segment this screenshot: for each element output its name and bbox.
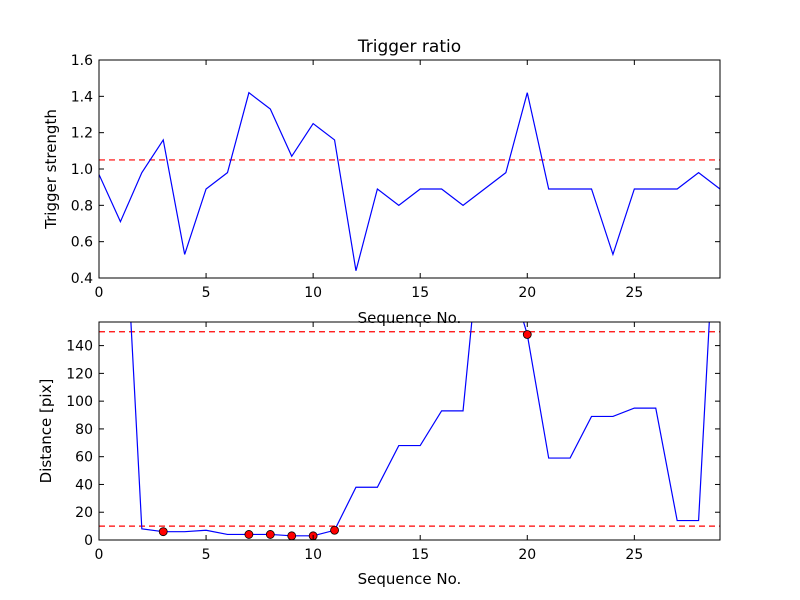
bottom-y-tick-label: 120 bbox=[66, 366, 93, 382]
top-y-tick-label: 1.2 bbox=[71, 126, 93, 142]
bottom-x-ticks: 0 5 10 15 20 25 bbox=[95, 322, 643, 563]
bottom-y-tick-label: 140 bbox=[66, 339, 93, 355]
bottom-marker-point bbox=[158, 527, 168, 537]
top-y-tick-label: 0.4 bbox=[71, 271, 93, 287]
bottom-marker-point bbox=[265, 530, 275, 539]
top-y-tick-label: 0.6 bbox=[71, 235, 93, 251]
bottom-marker-point bbox=[522, 330, 532, 339]
top-y-tick-label: 1.4 bbox=[71, 89, 93, 105]
bottom-marker-point bbox=[330, 525, 339, 535]
bottom-y-ticks: 0 20 40 60 80 100 120 140 bbox=[66, 339, 720, 549]
top-y-tick-label: 1.0 bbox=[71, 162, 93, 178]
top-x-axis-label: Sequence No. bbox=[358, 309, 462, 327]
bottom-y-tick-label: 40 bbox=[75, 477, 93, 493]
top-y-ticks: 0.4 0.6 0.8 1.0 1.2 1.4 1.6 bbox=[71, 53, 720, 287]
bottom-markers bbox=[158, 330, 532, 540]
top-x-tick-label: 25 bbox=[625, 285, 643, 301]
bottom-x-tick-label: 0 bbox=[95, 547, 104, 563]
top-y-axis-label: Trigger strength bbox=[42, 109, 60, 230]
bottom-x-tick-label: 20 bbox=[518, 547, 536, 563]
bottom-x-tick-label: 5 bbox=[202, 547, 211, 563]
top-x-tick-label: 5 bbox=[202, 285, 211, 301]
top-series-line bbox=[99, 91, 720, 271]
top-x-ticks: 0 5 10 15 20 25 bbox=[95, 60, 643, 301]
bottom-series-line bbox=[130, 322, 710, 537]
bottom-x-tick-label: 10 bbox=[304, 547, 322, 563]
top-chart: Trigger ratio 0 5 10 15 20 25 0.4 0.6 0.8 1.0 1.2… bbox=[42, 37, 721, 327]
bottom-y-tick-label: 100 bbox=[66, 394, 93, 410]
bottom-y-tick-label: 20 bbox=[75, 505, 93, 521]
top-x-tick-label: 0 bbox=[95, 285, 104, 301]
top-chart-title: Trigger ratio bbox=[357, 37, 461, 57]
bottom-chart: 0 5 10 15 20 25 0 20 40 60 80 100 120 140 Sequence N… bbox=[37, 321, 721, 588]
bottom-x-axis-label: Sequence No. bbox=[358, 570, 462, 588]
bottom-y-tick-label: 80 bbox=[75, 422, 93, 438]
top-y-tick-label: 0.8 bbox=[71, 198, 93, 214]
bottom-threshold-lines bbox=[99, 331, 720, 527]
bottom-marker-point bbox=[287, 531, 297, 540]
bottom-y-tick-label: 60 bbox=[75, 450, 93, 466]
bottom-y-tick-label: 0 bbox=[84, 533, 93, 549]
bottom-marker-point bbox=[244, 530, 254, 539]
bottom-plot-frame bbox=[98, 321, 721, 541]
top-x-tick-label: 10 bbox=[304, 285, 322, 301]
top-x-tick-label: 20 bbox=[518, 285, 536, 301]
bottom-x-tick-label: 25 bbox=[625, 547, 643, 563]
top-y-tick-label: 1.6 bbox=[71, 53, 93, 69]
top-plot-frame bbox=[98, 59, 721, 279]
top-x-tick-label: 15 bbox=[411, 285, 429, 301]
bottom-x-tick-label: 15 bbox=[411, 547, 429, 563]
bottom-y-axis-label: Distance [pix] bbox=[37, 379, 55, 484]
